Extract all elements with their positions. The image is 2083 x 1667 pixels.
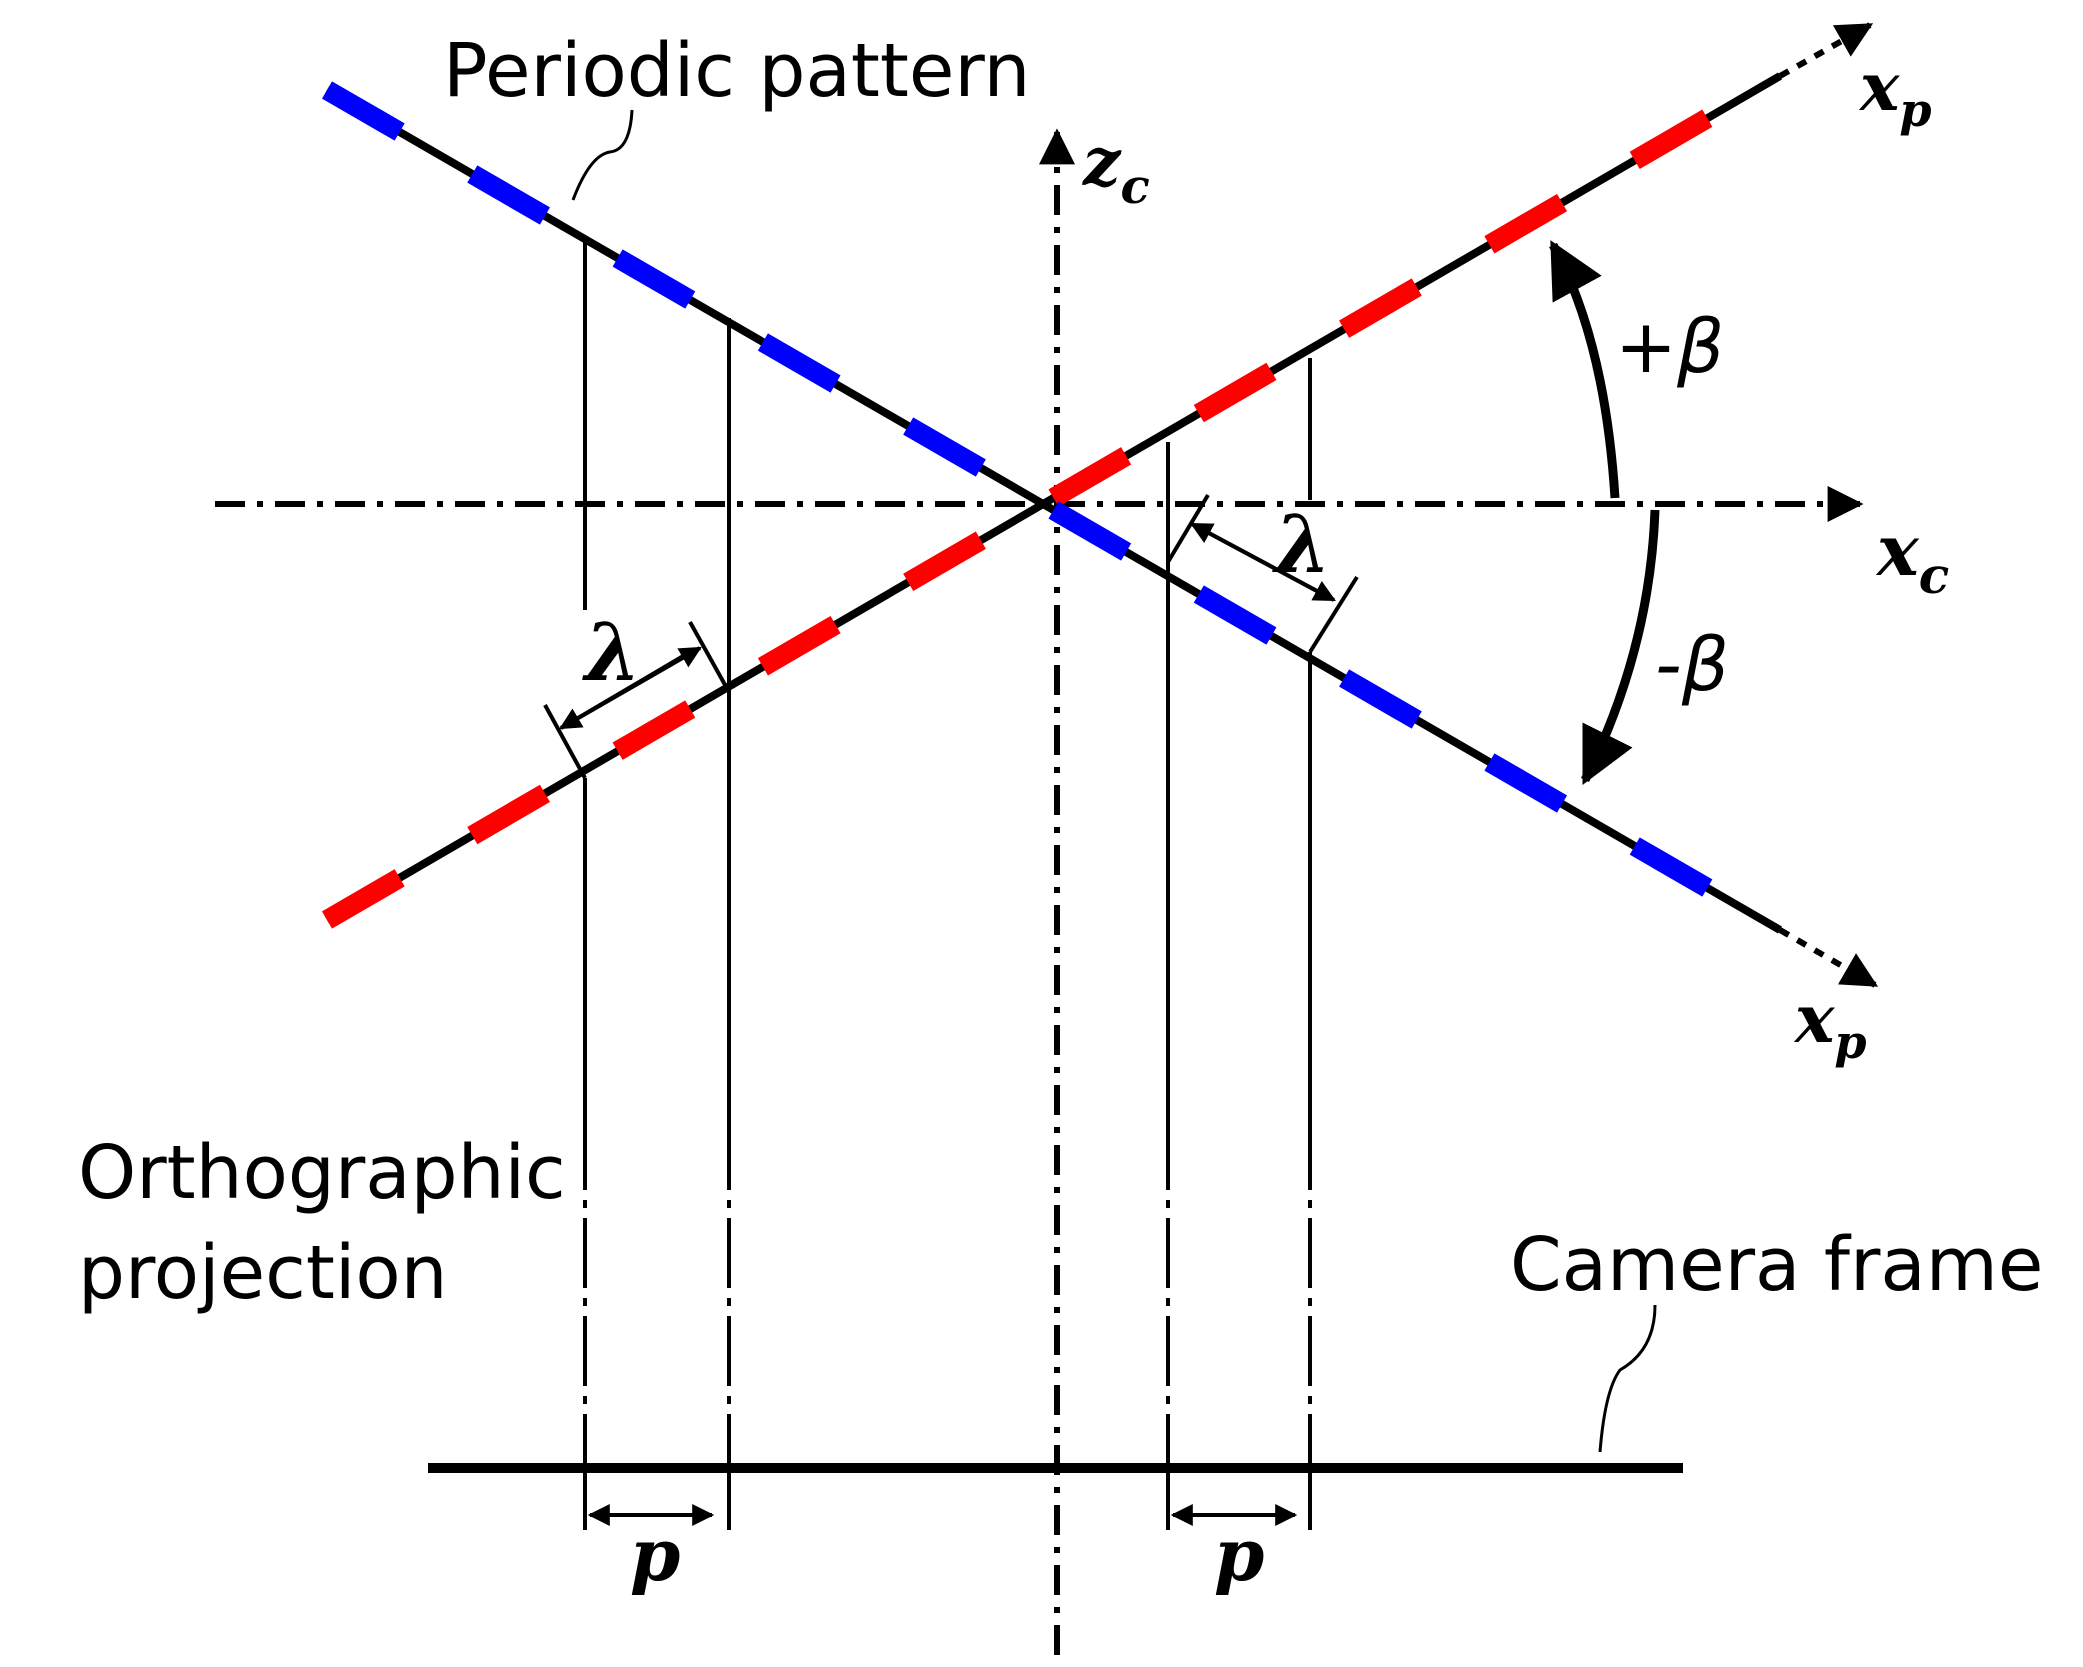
red-pattern-segments — [321, 109, 1713, 929]
lambda-left-label: λ — [582, 605, 641, 699]
lambda-dimension-left — [543, 621, 731, 779]
minus-beta-arc — [1580, 509, 1660, 786]
lambda-dimension-right — [1166, 493, 1359, 654]
blue-pattern-segment — [1629, 837, 1713, 897]
blue-pattern-segments — [321, 81, 1713, 897]
zc-label: zc — [1082, 123, 1150, 215]
red-pattern-segment — [1339, 278, 1422, 338]
orthographic-label-line2: projection — [78, 1230, 448, 1316]
xp-lower-label: xp — [1793, 980, 1867, 1069]
red-pattern-segment — [1484, 193, 1568, 254]
red-pattern-segment — [1048, 447, 1132, 507]
orthographic-label-line1: Orthographic — [78, 1130, 566, 1216]
blue-pattern-segment — [1339, 669, 1422, 729]
minus-beta-pattern-line — [321, 81, 1879, 988]
periodic-pattern-leader — [571, 109, 634, 201]
camera-frame-label: Camera frame — [1510, 1222, 2043, 1308]
xc-label: xc — [1875, 509, 1949, 605]
blue-pattern-segment — [467, 165, 550, 225]
red-pattern-segment — [467, 784, 550, 845]
red-pattern-segment — [1193, 362, 1277, 423]
blue-pattern-segment — [1484, 753, 1568, 813]
projection-lines — [583, 238, 1312, 1530]
red-pattern-segment — [1629, 109, 1713, 170]
p-right-label: p — [1214, 1512, 1264, 1597]
p-left-label: p — [630, 1512, 680, 1597]
camera-frame-leader — [1598, 1304, 1657, 1453]
blue-pattern-segment — [1048, 501, 1132, 561]
plus-beta-arc — [1549, 240, 1620, 499]
minus-beta-label: -β — [1655, 622, 1729, 708]
red-pattern-segment — [612, 700, 696, 760]
plus-beta-pattern-line — [321, 22, 1874, 929]
blue-pattern-segment — [321, 81, 405, 141]
red-pattern-segment — [321, 869, 405, 929]
blue-pattern-segment — [612, 249, 696, 309]
blue-pattern-segment — [903, 417, 986, 477]
plus-beta-label: +β — [1615, 304, 1724, 390]
periodic-pattern-label: Periodic pattern — [443, 28, 1030, 114]
blue-pattern-segment — [1193, 585, 1277, 645]
blue-pattern-segment — [757, 333, 841, 393]
xp-upper-label: xp — [1858, 48, 1932, 137]
lambda-right-label: λ — [1272, 497, 1331, 591]
red-pattern-segment — [903, 531, 986, 592]
red-pattern-segment — [757, 615, 841, 676]
